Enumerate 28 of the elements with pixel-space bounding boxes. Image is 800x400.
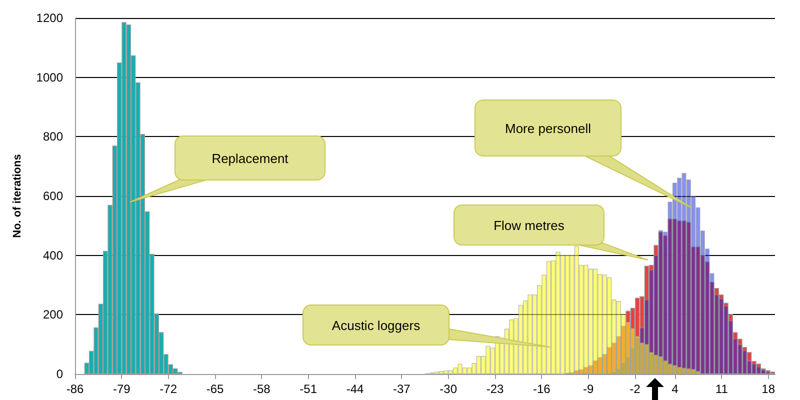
x-tick-label: -2	[630, 382, 641, 396]
y-tick-label: 600	[42, 189, 64, 203]
x-tick-label: 4	[672, 382, 679, 396]
y-tick-label: 1000	[36, 70, 64, 84]
annotation: Flow metres	[454, 205, 604, 245]
x-tick-label: -72	[160, 382, 178, 396]
annotation: Acustic loggers	[303, 305, 449, 345]
annotation: Replacement	[175, 136, 325, 180]
x-tick-label: -58	[252, 382, 271, 396]
x-tick-label: -16	[532, 382, 551, 396]
y-tick-label: 0	[56, 367, 64, 381]
x-tick-label: -30	[440, 382, 458, 396]
y-tick-label: 800	[42, 130, 64, 144]
y-axis-title: No. of iterations	[12, 154, 24, 238]
x-tick-label: -65	[206, 382, 224, 396]
x-tick-label: -79	[112, 382, 131, 396]
y-tick-label: 200	[42, 308, 64, 322]
x-tick-label: -86	[66, 382, 84, 396]
x-tick-label: -9	[582, 382, 594, 396]
x-tick-label: -44	[346, 382, 364, 396]
y-tick-label: 400	[42, 248, 64, 262]
x-tick-label: 11	[715, 382, 728, 396]
x-tick-label: -37	[392, 382, 411, 396]
x-tick-label: -23	[486, 382, 504, 396]
y-tick-label: 1200	[36, 11, 64, 25]
x-tick-label: -51	[300, 382, 318, 396]
annotation: More personell	[475, 100, 621, 156]
x-tick-label: 18	[762, 382, 776, 396]
